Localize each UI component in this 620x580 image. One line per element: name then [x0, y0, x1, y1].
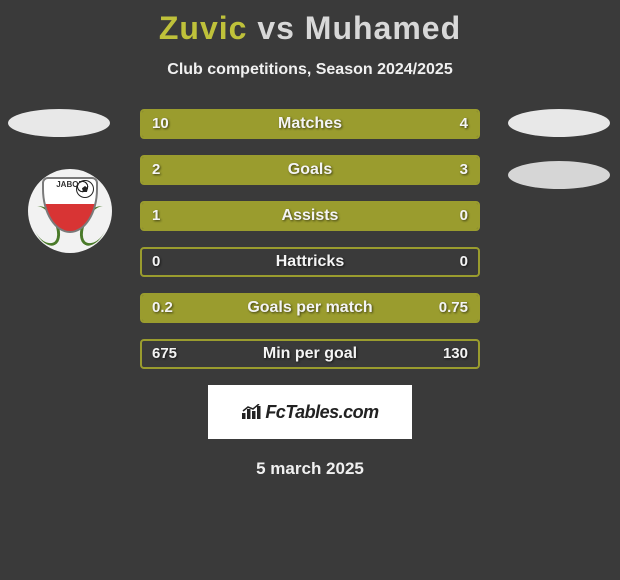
stat-row: 675Min per goal130: [140, 339, 480, 369]
stat-label: Goals: [142, 157, 478, 183]
player2-club-flag: [508, 161, 610, 189]
player1-name: Zuvic: [159, 10, 248, 46]
player2-flag: [508, 109, 610, 137]
player1-flag: [8, 109, 110, 137]
brand-text: FcTables.com: [265, 402, 378, 422]
stat-row: 1Assists0: [140, 201, 480, 231]
stat-value-right: 4: [460, 111, 468, 137]
brand-box: FcTables.com: [208, 385, 412, 439]
stat-label: Assists: [142, 203, 478, 229]
brand-chart-icon: [241, 404, 261, 420]
shield-icon: JABOP: [42, 177, 98, 241]
stat-row: 0.2Goals per match0.75: [140, 293, 480, 323]
stat-value-right: 130: [443, 341, 468, 367]
player2-name: Muhamed: [305, 10, 461, 46]
subtitle: Club competitions, Season 2024/2025: [0, 61, 620, 79]
stat-label: Matches: [142, 111, 478, 137]
stat-row: 0Hattricks0: [140, 247, 480, 277]
stat-value-right: 0.75: [439, 295, 468, 321]
comparison-body: JABOP 10Matches42Goals31Assists00Hattric…: [0, 109, 620, 369]
vs-text: vs: [257, 10, 295, 46]
brand-label: FcTables.com: [241, 402, 378, 423]
stat-label: Hattricks: [142, 249, 478, 275]
stat-value-right: 3: [460, 157, 468, 183]
comparison-title: Zuvic vs Muhamed: [0, 0, 620, 47]
player1-club-badge: JABOP: [28, 169, 112, 253]
stat-label: Goals per match: [142, 295, 478, 321]
stat-row: 2Goals3: [140, 155, 480, 185]
stat-bars: 10Matches42Goals31Assists00Hattricks00.2…: [140, 109, 480, 369]
stat-label: Min per goal: [142, 341, 478, 367]
date-label: 5 march 2025: [0, 459, 620, 479]
stat-value-right: 0: [460, 249, 468, 275]
soccer-ball-icon: [76, 180, 94, 198]
stat-row: 10Matches4: [140, 109, 480, 139]
stat-value-right: 0: [460, 203, 468, 229]
